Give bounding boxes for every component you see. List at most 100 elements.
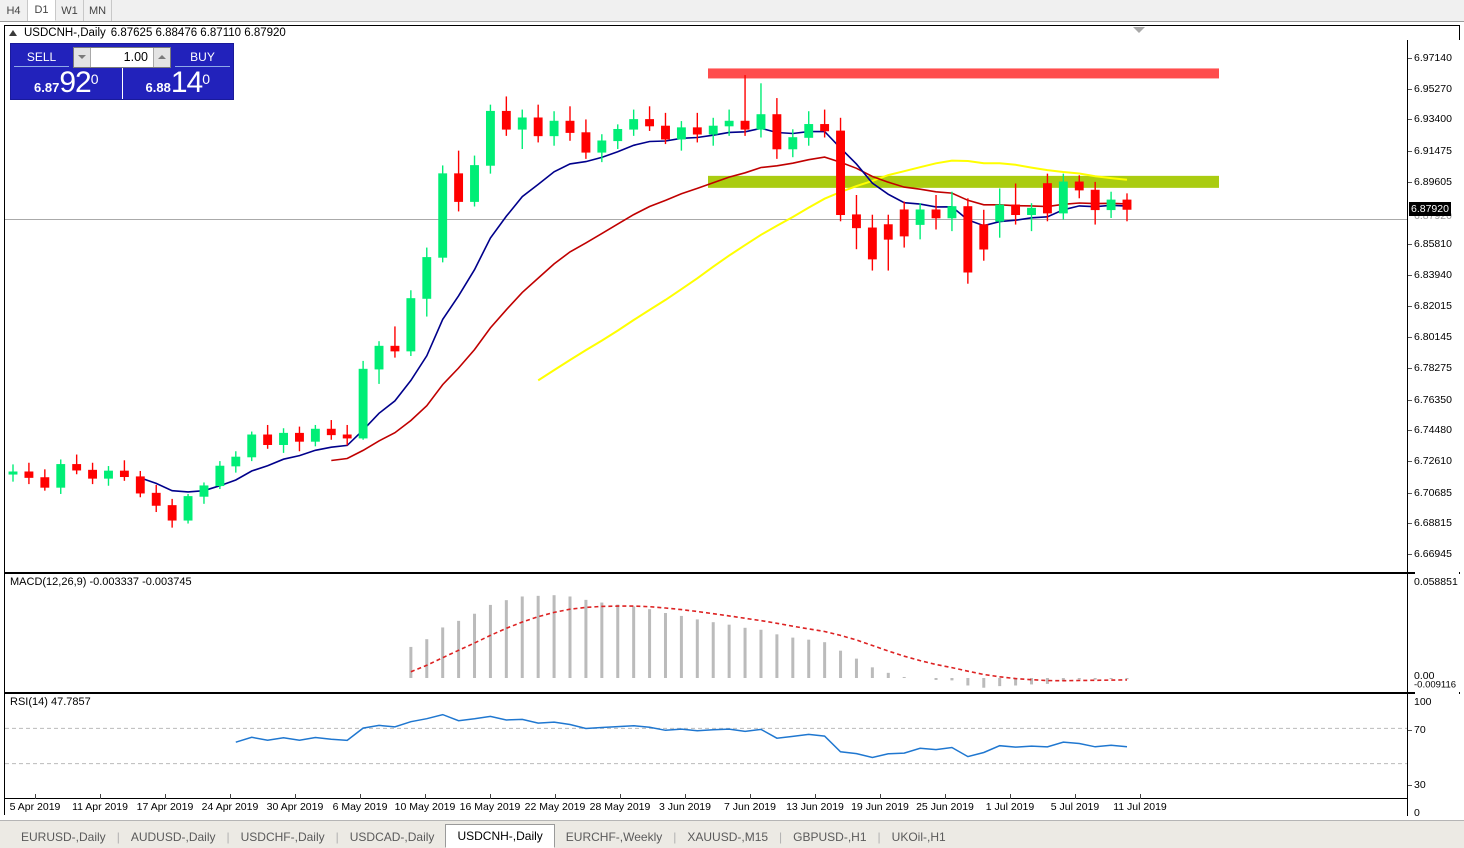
time-axis-label: 22 May 2019 (524, 801, 586, 813)
timeframe-w1[interactable]: W1 (56, 0, 84, 21)
price-scale-tick (1408, 367, 1412, 369)
timeframe-d1[interactable]: D1 (28, 0, 56, 21)
symbol-tab[interactable]: UKOil-,H1 (891, 830, 946, 844)
price-chart-canvas[interactable] (5, 40, 1415, 572)
volume-increase-button[interactable] (153, 47, 170, 67)
price-pane[interactable]: 6.97140 6.95270 6.93400 6.91475 6.89605 6.858… (5, 40, 1461, 572)
timeframe-mn[interactable]: MN (84, 0, 112, 21)
buy-button[interactable]: BUY (175, 47, 230, 67)
price-scale-tick (1408, 244, 1412, 246)
rsi-tick-70 (1408, 730, 1412, 731)
tab-divider: | (116, 830, 120, 844)
chart-scroll-marker-icon[interactable] (1133, 27, 1145, 33)
price-scale-label: 6.66945 (1414, 548, 1452, 560)
volume-decrease-button[interactable] (74, 47, 91, 67)
price-scale-tick (1408, 181, 1412, 183)
price-scale-label: 6.97140 (1414, 52, 1452, 64)
volume-stepper[interactable]: 1.00 (73, 46, 171, 68)
symbol-tab[interactable]: USDCAD-,Daily (349, 830, 435, 844)
time-axis-label: 7 Jun 2019 (724, 801, 776, 813)
rsi-tick-30 (1408, 785, 1412, 786)
price-scale-label: 6.78275 (1414, 361, 1452, 374)
sell-button[interactable]: SELL (14, 47, 69, 67)
time-axis-tick (230, 794, 231, 799)
time-axis-label: 17 Apr 2019 (136, 801, 194, 813)
price-scale-label: 6.76350 (1414, 393, 1452, 406)
time-axis-tick (425, 794, 426, 799)
price-scale[interactable]: 6.97140 6.95270 6.93400 6.91475 6.89605 6.858… (1407, 40, 1461, 572)
price-scale-tick (1408, 274, 1412, 276)
trade-panel-controls: SELL 1.00 BUY (11, 44, 233, 68)
one-click-trade-panel[interactable]: SELL 1.00 BUY 6.87 92 0 (10, 43, 234, 100)
symbol-tab[interactable]: EURUSD-,Daily (21, 830, 106, 844)
sell-price-main: 92 (59, 66, 91, 99)
tab-divider: | (226, 830, 230, 844)
buy-price-main: 14 (170, 66, 203, 99)
macd-scale-zero: 0.00 (1414, 670, 1435, 682)
chart-symbol-label: USDCNH-,Daily (24, 27, 106, 39)
price-scale-tick (1408, 306, 1412, 308)
price-scale-label: 6.70685 (1414, 486, 1452, 499)
symbol-tab[interactable]: AUDUSD-,Daily (130, 830, 216, 844)
price-scale-label: 6.68815 (1414, 517, 1452, 530)
time-axis-label: 30 Apr 2019 (266, 801, 324, 813)
time-axis-tick (620, 794, 621, 799)
triangle-up-icon[interactable] (9, 30, 17, 36)
rsi-scale-30: 30 (1414, 779, 1426, 791)
symbol-tab[interactable]: EURCHF-,Weekly (565, 830, 663, 844)
time-axis[interactable]: 5 Apr 2019 11 Apr 2019 17 Apr 2019 24 Apr 2… (5, 794, 1415, 816)
price-scale-label: 6.95270 (1414, 82, 1452, 95)
symbol-tab[interactable]: XAUUSD-,M15 (687, 830, 769, 844)
pane-separator-2[interactable] (5, 692, 1415, 694)
macd-pane[interactable]: MACD(12,26,9) -0.003337 -0.003745 0.0588… (5, 574, 1461, 692)
time-axis-tick (880, 794, 881, 799)
price-scale-tick (1408, 460, 1412, 462)
rsi-scale-100: 100 (1414, 696, 1432, 708)
time-axis-label: 24 Apr 2019 (201, 801, 259, 813)
time-axis-label: 13 Jun 2019 (786, 801, 844, 813)
rsi-chart-canvas (5, 713, 1413, 765)
price-scale-tick (1408, 88, 1412, 90)
time-axis-tick (1075, 794, 1076, 799)
chart-header: USDCNH-,Daily 6.87625 6.88476 6.87110 6.… (5, 26, 286, 40)
time-axis-label: 16 May 2019 (459, 801, 521, 813)
macd-chart-canvas (409, 595, 1129, 688)
time-axis-tick (1140, 794, 1141, 799)
tab-divider: | (673, 830, 677, 844)
timeframe-h4[interactable]: H4 (0, 0, 28, 21)
symbol-tab[interactable]: USDCHF-,Daily (240, 830, 325, 844)
chart-window: USDCNH-,Daily 6.87625 6.88476 6.87110 6.… (4, 25, 1461, 816)
time-axis-label: 6 May 2019 (332, 801, 388, 813)
price-scale-label: 6.89605 (1414, 175, 1452, 188)
time-axis-label: 1 Jul 2019 (985, 801, 1035, 813)
macd-label: MACD(12,26,9) -0.003337 -0.003745 (10, 576, 192, 588)
trade-panel-prices: 6.87 92 0 6.88 14 0 (11, 68, 233, 99)
time-axis-tick (945, 794, 946, 799)
macd-scale-top: 0.058851 (1414, 576, 1458, 588)
pane-separator-1[interactable] (5, 572, 1415, 574)
current-price-line (5, 219, 1415, 220)
price-scale-tick (1408, 523, 1412, 525)
symbol-tab[interactable]: GBPUSD-,H1 (793, 830, 867, 844)
sell-price-fraction: 0 (90, 71, 99, 87)
symbol-tab-active[interactable]: USDCNH-,Daily (445, 824, 555, 848)
volume-input[interactable]: 1.00 (91, 47, 153, 67)
rsi-scale-70: 70 (1414, 724, 1426, 736)
buy-price-prefix: 6.88 (145, 80, 171, 95)
time-axis-label: 5 Apr 2019 (9, 801, 61, 813)
rsi-pane[interactable]: RSI(14) 47.7857 5 Apr 2019 11 Apr 2019 17 … (5, 694, 1461, 816)
price-scale-label: 6.74480 (1414, 424, 1452, 437)
buy-price-display[interactable]: 6.88 14 0 (121, 66, 234, 99)
chevron-up-icon (158, 55, 166, 59)
time-axis-label: 25 Jun 2019 (916, 801, 974, 813)
time-axis-tick (815, 794, 816, 799)
symbol-tab-bar[interactable]: EURUSD-,Daily | AUDUSD-,Daily | USDCHF-,Dail… (0, 820, 1464, 848)
time-axis-tick (165, 794, 166, 799)
current-price-tag: 6.87920 (1409, 202, 1451, 217)
tab-divider: | (779, 830, 783, 844)
sell-price-display[interactable]: 6.87 92 0 (11, 68, 122, 99)
time-axis-tick (360, 794, 361, 799)
time-axis-tick (555, 794, 556, 799)
time-axis-tick (750, 794, 751, 799)
